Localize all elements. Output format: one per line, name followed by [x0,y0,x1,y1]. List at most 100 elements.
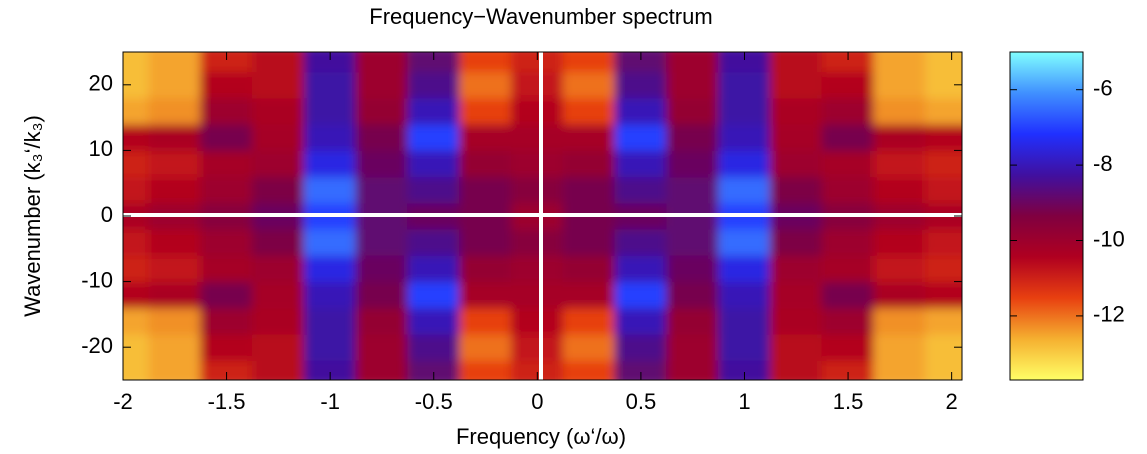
contour-cell [562,176,616,204]
contour-cell [718,359,771,380]
contour-cell [769,149,823,178]
contour-cell [407,52,461,73]
contour-cell [614,176,668,204]
contour-cell [355,333,409,361]
x-tick-label: 1.5 [833,389,864,414]
chart-title: Frequency−Wavenumber spectrum [369,4,712,29]
contour-cell [821,254,875,283]
contour-cell [510,333,564,361]
contour-cell [148,254,202,283]
contour-cell [562,149,616,178]
contour-cell [769,71,823,99]
contour-cell [562,71,616,99]
contour-cell [251,228,305,256]
contour-cell [510,71,564,99]
contour-cell [251,281,305,309]
contour-cell [510,228,564,256]
contour-cell [821,228,875,256]
contour-cell [407,254,461,283]
contour-cell [562,52,616,73]
contour-cell [821,176,875,204]
contour-cell [123,97,150,125]
contour-cell [925,281,962,309]
contour-cell [718,281,771,309]
contour-cell [718,307,771,335]
contour-cell [148,359,202,380]
contour-cell [303,281,357,309]
contour-cell [873,281,927,309]
contour-cell [666,333,720,361]
colorbar-tick-label: -6 [1093,76,1113,101]
contour-cell [718,52,771,73]
contour-cell [459,123,512,151]
contour-cell [459,176,512,204]
contour-cell [873,228,927,256]
contour-cell [355,359,409,380]
contour-cell [459,52,512,73]
contour-cell [251,123,305,151]
contour-cell [200,359,253,380]
contour-cell [666,71,720,99]
contour-cell [925,307,962,335]
contour-cell [303,359,357,380]
contour-cell [666,228,720,256]
contour-cell [123,52,150,73]
contour-cell [562,333,616,361]
contour-cell [821,149,875,178]
contour-cell [303,149,357,178]
contour-cell [510,359,564,380]
contour-cell [407,281,461,309]
contour-cell [666,359,720,380]
contour-cell [251,333,305,361]
contour-cell [666,52,720,73]
x-tick-label: 0.5 [626,389,657,414]
contour-cell [355,123,409,151]
contour-cell [873,307,927,335]
contour-cell [355,52,409,73]
contour-cell [614,307,668,335]
contour-cell [407,123,461,151]
contour-cell [821,71,875,99]
contour-cell [718,123,771,151]
contour-cell [614,149,668,178]
x-tick-label: -1.5 [208,389,246,414]
contour-cell [123,176,150,204]
contour-cell [718,176,771,204]
contour-cell [355,254,409,283]
contour-cell [303,176,357,204]
contour-cell [407,176,461,204]
contour-cell [303,333,357,361]
contour-cell [200,333,253,361]
contour-cell [562,307,616,335]
contour-cell [821,333,875,361]
contour-cell [873,333,927,361]
contour-cell [459,149,512,178]
contour-cell [355,176,409,204]
contour-cell [769,176,823,204]
contour-cell [562,228,616,256]
contour-cell [303,71,357,99]
contour-cell [251,254,305,283]
contour-cell [148,123,202,151]
colorbar-tick-label: -12 [1093,302,1125,327]
contour-cell [562,359,616,380]
contour-cell [873,97,927,125]
contour-cell [821,123,875,151]
contour-cell [459,71,512,99]
contour-cell [510,281,564,309]
contour-cell [614,52,668,73]
contour-cell [251,176,305,204]
contour-cell [769,281,823,309]
contour-cell [251,307,305,335]
contour-cell [123,149,150,178]
y-tick-label: 20 [89,71,113,96]
contour-cell [562,254,616,283]
contour-cell [562,123,616,151]
contour-cell [925,333,962,361]
contour-cell [873,123,927,151]
contour-cell [666,307,720,335]
contour-cell [821,307,875,335]
contour-cell [718,149,771,178]
contour-cell [769,52,823,73]
